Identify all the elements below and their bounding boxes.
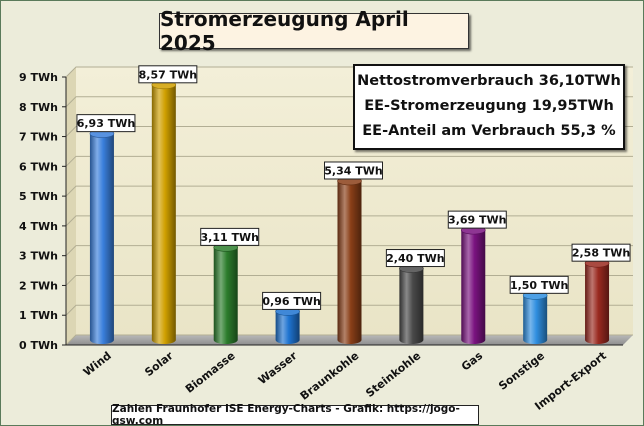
- x-tick-label: Braunkohle: [298, 349, 362, 403]
- bar: [89, 133, 114, 344]
- y-tick-label: 9 TWh: [19, 71, 58, 84]
- bar: [523, 295, 548, 344]
- value-label-box: [200, 227, 260, 246]
- x-tick-label: Wasser: [256, 349, 300, 387]
- gridline: [65, 274, 633, 286]
- gridline: [65, 334, 633, 346]
- x-tick-label: Solar: [142, 349, 176, 379]
- bar: [151, 84, 176, 344]
- value-label: 3,11 TWh: [201, 231, 259, 244]
- value-label-box: [385, 249, 445, 268]
- gridline: [65, 155, 633, 167]
- y-tick-label: 7 TWh: [19, 131, 58, 144]
- info-consumption: Nettostromverbrauch 36,10TWh: [357, 73, 621, 89]
- gridline: [65, 215, 633, 227]
- value-label: 2,40 TWh: [386, 252, 444, 265]
- y-tick-label: 8 TWh: [19, 101, 58, 114]
- bar: [213, 247, 238, 344]
- info-renewable-generation: EE-Stromerzeugung 19,95TWh: [364, 98, 614, 114]
- y-tick-label: 1 TWh: [19, 309, 58, 322]
- plot-side-wall: [66, 67, 76, 345]
- value-label-box: [324, 161, 383, 180]
- x-tick-label: Biomasse: [183, 349, 238, 396]
- value-label-box: [509, 275, 569, 294]
- y-tick-label: 4 TWh: [19, 220, 58, 233]
- x-tick-label: Steinkohle: [363, 349, 423, 400]
- value-label: 8,57 TWh: [139, 68, 197, 81]
- gridline: [65, 304, 633, 316]
- bar: [275, 311, 300, 344]
- y-tick-label: 5 TWh: [19, 190, 58, 203]
- y-tick-label: 6 TWh: [19, 160, 58, 173]
- x-tick-label: Gas: [459, 349, 485, 374]
- value-label: 1,50 TWh: [510, 279, 568, 292]
- value-label: 6,93 TWh: [77, 117, 135, 130]
- gridline: [65, 185, 633, 197]
- value-label: 2,58 TWh: [572, 247, 630, 260]
- value-label-box: [138, 65, 198, 84]
- info-box: Nettostromverbrauch 36,10TWh EE-Stromerz…: [353, 64, 625, 150]
- value-label-box: [571, 243, 631, 262]
- info-renewable-share: EE-Anteil am Verbrauch 55,3 %: [362, 123, 616, 139]
- y-tick-label: 3 TWh: [19, 250, 58, 263]
- value-label: 3,69 TWh: [448, 214, 506, 227]
- bar: [399, 268, 424, 344]
- value-label-box: [262, 291, 322, 310]
- x-tick-label: Wind: [81, 349, 114, 379]
- source-text: Zahlen Fraunhofer ISE Energy-Charts - Gr…: [112, 403, 460, 426]
- bar: [585, 263, 610, 344]
- value-label-box: [76, 114, 136, 133]
- chart-title: Stromerzeugung April 2025: [160, 7, 409, 55]
- gridline: [65, 245, 633, 257]
- x-tick-label: Sonstige: [496, 349, 547, 393]
- bar: [337, 180, 362, 344]
- chart-title-box: Stromerzeugung April 2025: [159, 7, 469, 55]
- value-label-box: [447, 210, 507, 229]
- bar: [461, 230, 486, 344]
- y-tick-label: 2 TWh: [19, 279, 58, 292]
- source-footer: Zahlen Fraunhofer ISE Energy-Charts - Gr…: [111, 403, 479, 426]
- y-tick-label: 0 TWh: [19, 339, 58, 352]
- value-label: 0,96 TWh: [262, 295, 320, 308]
- value-label: 5,34 TWh: [324, 164, 382, 177]
